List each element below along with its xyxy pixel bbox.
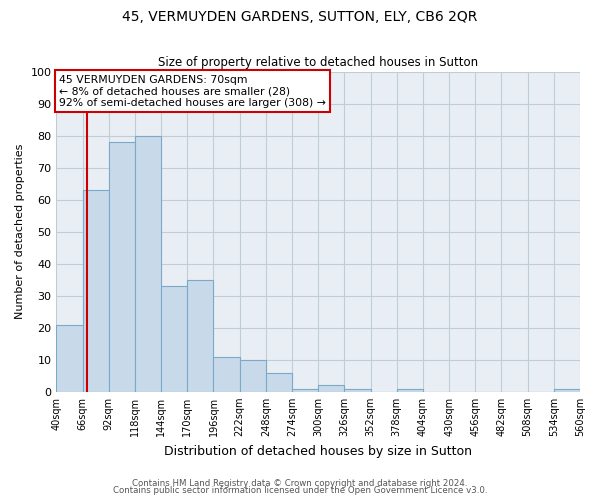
Bar xyxy=(83,190,109,392)
Bar xyxy=(109,142,135,392)
Bar xyxy=(554,388,580,392)
Bar xyxy=(187,280,214,392)
Bar xyxy=(397,388,423,392)
Bar xyxy=(318,386,344,392)
Y-axis label: Number of detached properties: Number of detached properties xyxy=(15,144,25,320)
Bar xyxy=(266,372,292,392)
Bar xyxy=(214,356,239,392)
Bar xyxy=(292,388,318,392)
Text: 45 VERMUYDEN GARDENS: 70sqm
← 8% of detached houses are smaller (28)
92% of semi: 45 VERMUYDEN GARDENS: 70sqm ← 8% of deta… xyxy=(59,75,326,108)
Bar xyxy=(161,286,187,392)
Bar xyxy=(135,136,161,392)
Text: 45, VERMUYDEN GARDENS, SUTTON, ELY, CB6 2QR: 45, VERMUYDEN GARDENS, SUTTON, ELY, CB6 … xyxy=(122,10,478,24)
Title: Size of property relative to detached houses in Sutton: Size of property relative to detached ho… xyxy=(158,56,478,69)
Text: Contains HM Land Registry data © Crown copyright and database right 2024.: Contains HM Land Registry data © Crown c… xyxy=(132,478,468,488)
X-axis label: Distribution of detached houses by size in Sutton: Distribution of detached houses by size … xyxy=(164,444,472,458)
Bar xyxy=(56,324,83,392)
Text: Contains public sector information licensed under the Open Government Licence v3: Contains public sector information licen… xyxy=(113,486,487,495)
Bar xyxy=(344,388,371,392)
Bar xyxy=(239,360,266,392)
